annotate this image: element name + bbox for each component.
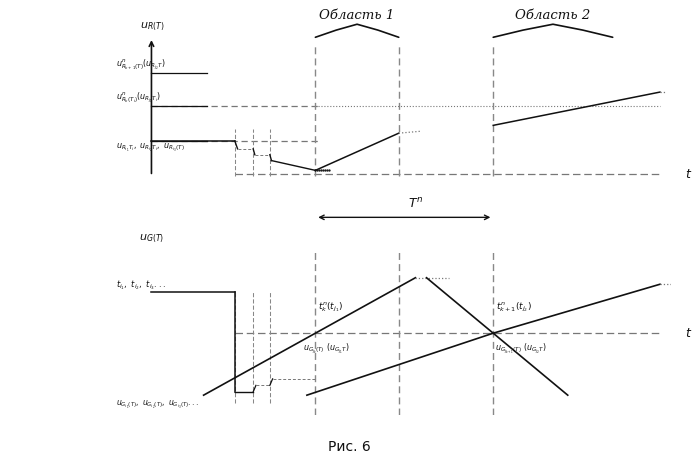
Text: $u_{R(T)}$: $u_{R(T)}$ [140,21,164,34]
Text: $t^n_k(t_{j_1})$: $t^n_k(t_{j_1})$ [318,301,343,314]
Text: $t$: $t$ [685,327,692,340]
Text: Область 2: Область 2 [515,9,591,22]
Text: $u_{G_{j_k}(T)}\ (u_{G_{j_1}T})$: $u_{G_{j_k}(T)}\ (u_{G_{j_1}T})$ [303,341,350,356]
Text: Рис. 6: Рис. 6 [328,440,371,454]
Text: $t^n_{k+1}(t_{j_2})$: $t^n_{k+1}(t_{j_2})$ [496,301,532,314]
Text: $u^n_{R_{k+1}(T)}(u_{R_{j_2}T})$: $u^n_{R_{k+1}(T)}(u_{R_{j_2}T})$ [117,57,166,72]
Text: $t_{i_1},\ t_{i_2},\ t_{i_3}...$: $t_{i_1},\ t_{i_2},\ t_{i_3}...$ [117,278,166,292]
Text: $u_{G_{j_{k+1}}(T)}\ (u_{G_{j_2}T})$: $u_{G_{j_{k+1}}(T)}\ (u_{G_{j_2}T})$ [495,341,547,356]
Text: $u^n_{R_k(T_i)}(u_{R_{j_1}T_i})$: $u^n_{R_k(T_i)}(u_{R_{j_1}T_i})$ [117,90,161,105]
Text: $u_{G_{i_1}(T)},\ u_{G_{i_2}(T)},\ u_{G_{i_3}(T)}...$: $u_{G_{i_1}(T)},\ u_{G_{i_2}(T)},\ u_{G_… [117,398,199,411]
Text: $u_{R_{i_1}T_i},\ u_{R_{i_2}T_i},\ u_{R_{i_3}(T)}$: $u_{R_{i_1}T_i},\ u_{R_{i_2}T_i},\ u_{R_… [117,142,185,154]
Text: $u_{G(T)}$: $u_{G(T)}$ [139,233,165,245]
Text: $t$: $t$ [685,168,692,181]
Text: $T^n$: $T^n$ [408,197,423,211]
Text: Область 1: Область 1 [319,9,395,22]
